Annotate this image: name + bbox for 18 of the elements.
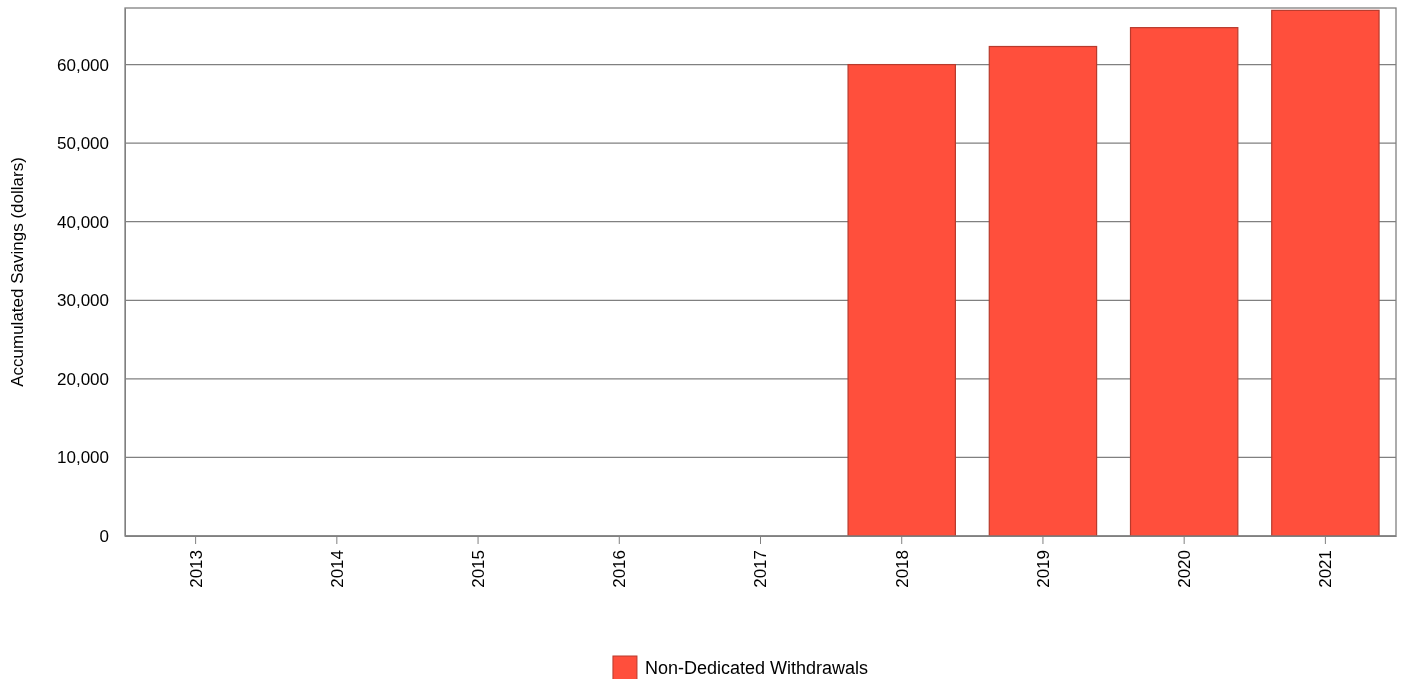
y-axis-title: Accumulated Savings (dollars) bbox=[8, 157, 27, 387]
x-tick-label: 2018 bbox=[892, 550, 912, 588]
x-tick-label: 2013 bbox=[186, 550, 206, 588]
x-tick-label: 2014 bbox=[327, 550, 347, 588]
y-tick-label: 30,000 bbox=[57, 291, 109, 311]
x-tick-label: 2017 bbox=[751, 550, 771, 588]
x-tick-label: 2015 bbox=[469, 550, 489, 588]
y-tick-label: 20,000 bbox=[57, 369, 109, 389]
y-tick-label: 50,000 bbox=[57, 134, 109, 154]
x-tick-label: 2016 bbox=[610, 550, 630, 588]
y-tick-label: 0 bbox=[99, 526, 109, 546]
x-tick-label: 2019 bbox=[1033, 550, 1053, 588]
legend-label: Non-Dedicated Withdrawals bbox=[644, 658, 869, 679]
y-tick-label: 60,000 bbox=[57, 55, 109, 75]
y-tick-label: 10,000 bbox=[57, 448, 109, 468]
x-tick-label: 2021 bbox=[1316, 550, 1336, 588]
y-tick-label: 40,000 bbox=[57, 212, 109, 232]
x-tick-label: 2020 bbox=[1175, 550, 1195, 588]
